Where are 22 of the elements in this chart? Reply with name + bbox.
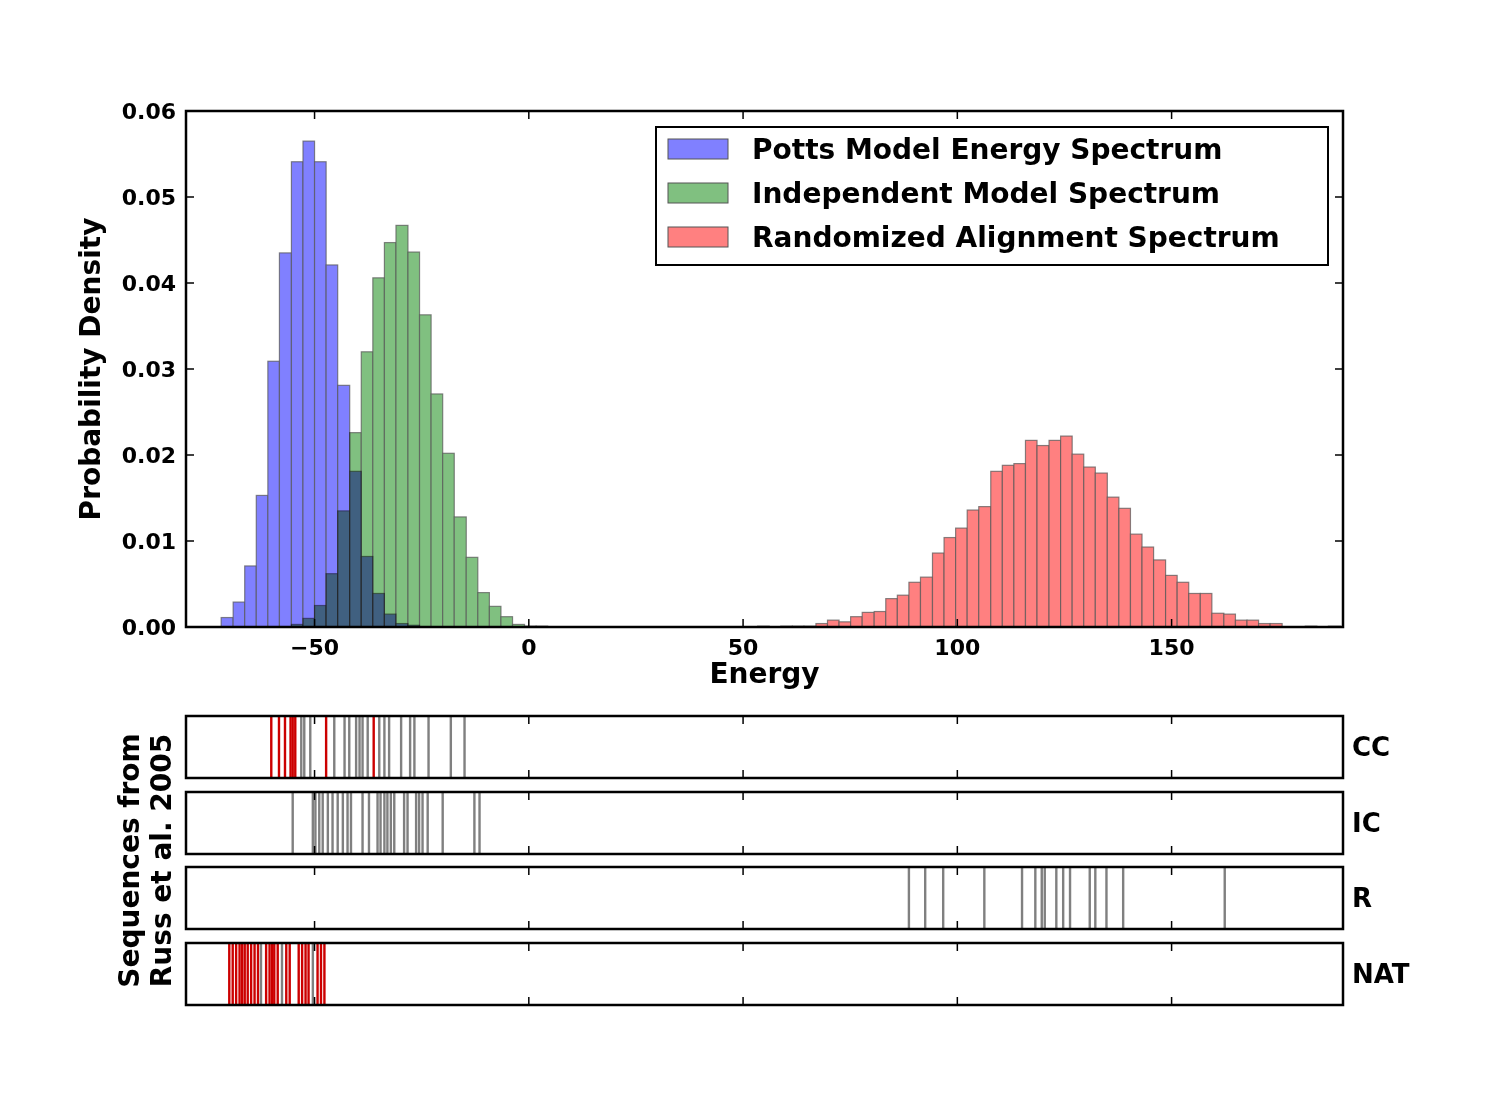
y-tick-label: 0.01 (121, 528, 176, 554)
y2-axis-title: R (1352, 883, 1373, 914)
y-tick-label: 0.03 (121, 356, 176, 382)
y2-axis-title: CC (1352, 732, 1391, 763)
y-axis-title: Sequences from Russ et al. 2005 (113, 733, 178, 988)
y-tick-label: 0.02 (121, 442, 176, 468)
x-axis-title: Energy (709, 657, 820, 690)
y-tick-label: 0.04 (121, 270, 176, 296)
y-axis-title: Probability Density (74, 217, 107, 521)
x-tick-label: 0 (521, 635, 537, 660)
y2-axis-title: IC (1352, 808, 1381, 839)
y-tick-label: 0.00 (121, 614, 176, 640)
y-tick-label: 0.06 (121, 98, 176, 124)
y2-axis-title: NAT (1352, 959, 1410, 990)
x-tick-label: 100 (934, 635, 981, 660)
legend-label: Potts Model Energy Spectrum (752, 132, 1223, 166)
y-tick-label: 0.05 (121, 184, 176, 210)
legend-label: Randomized Alignment Spectrum (752, 220, 1280, 254)
x-tick-label: −50 (290, 635, 340, 660)
legend-label: Independent Model Spectrum (752, 176, 1221, 210)
x-tick-label: 150 (1148, 635, 1195, 660)
x-tick-label: 50 (727, 635, 759, 660)
